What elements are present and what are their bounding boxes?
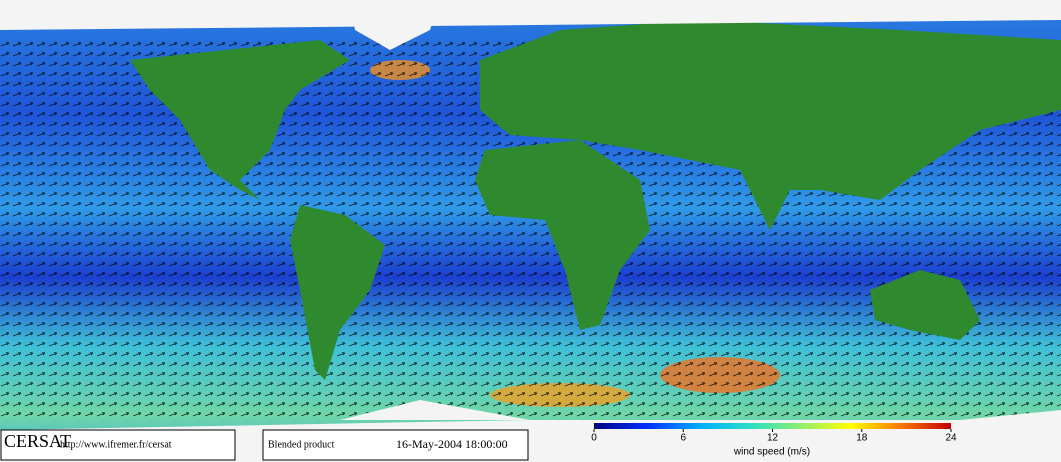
continents <box>130 20 1061 380</box>
timestamp: 16-May-2004 18:00:00 <box>396 437 508 451</box>
colorbar <box>594 423 951 429</box>
africa <box>475 140 650 330</box>
logo: CERSAT <box>4 431 71 451</box>
north-america <box>130 40 350 200</box>
colorbar-label: wind speed (m/s) <box>733 447 810 458</box>
south-america <box>290 205 385 380</box>
colorbar-tick-label: 0 <box>591 433 597 444</box>
product: Blended product <box>268 439 335 450</box>
colorbar-tick-label: 6 <box>680 433 686 444</box>
colorbar-tick-label: 24 <box>945 433 957 444</box>
url[interactable]: http://www.ifremer.fr/cersat <box>60 439 172 450</box>
colorbar-tick-label: 12 <box>767 433 779 444</box>
australia <box>870 270 980 340</box>
product-box <box>262 429 529 461</box>
arctic <box>0 0 1061 30</box>
eurasia <box>480 20 1061 230</box>
colorbar-tick-label: 18 <box>856 433 868 444</box>
logo-box <box>0 429 236 461</box>
